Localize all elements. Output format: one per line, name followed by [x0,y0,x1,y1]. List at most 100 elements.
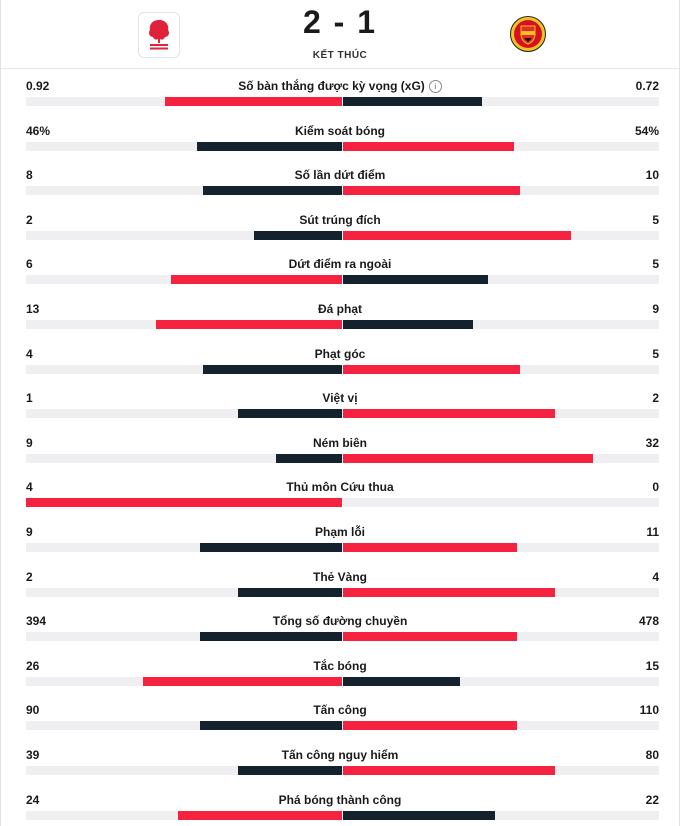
stat-away-bar-track [343,319,659,329]
stat-label-text: Sút trúng đích [299,212,381,227]
stat-label: Thủ môn Cứu thua [1,480,679,494]
stat-label-text: Thẻ Vàng [312,569,367,584]
stat-label-text: Phá bóng thành công [278,792,402,807]
stat-label: Phá bóng thành công [1,793,679,807]
stat-label: Số bàn thắng được kỳ vọng (xG) i [1,79,679,93]
stat-label-text: Phạt góc [314,346,366,361]
home-team-crest[interactable] [138,12,180,58]
stat-away-bar-track [343,230,659,240]
stat-label: Dứt điểm ra ngoài [1,257,679,271]
stat-label-text: Số lần dứt điểm [294,168,386,183]
stat-row: 39 Tấn công nguy hiểm 80 [1,737,679,782]
stat-home-value: 46% [26,123,51,138]
stat-home-bar-track [26,498,342,508]
stat-away-bar [343,632,517,642]
stat-away-bar [343,542,517,552]
stat-row: 46% Kiểm soát bóng 54% [1,113,679,158]
match-status: KẾT THÚC [312,50,368,61]
stat-label-text: Kiểm soát bóng [294,123,385,138]
stat-home-value: 90 [26,703,40,718]
stat-home-bar-track [26,230,342,240]
stat-home-bar [238,587,342,597]
stat-home-value: 1 [26,391,33,406]
stat-home-value: 2 [26,212,33,227]
stat-label-text: Tấn công nguy hiểm [281,747,399,762]
stat-home-bar [200,632,342,642]
stat-home-bar-track [26,765,342,775]
stat-home-value: 8 [26,168,33,183]
stat-away-value: 5 [652,212,659,227]
match-score: 2 - 1 [302,4,378,40]
stat-home-bar-track [26,409,342,419]
manchester-united-crest-icon [510,16,546,52]
stat-label: Tấn công [1,703,679,717]
stat-home-value: 4 [26,480,33,495]
stat-home-bar-track [26,364,342,374]
stat-row: 9 Phạm lỗi 11 [1,514,679,559]
stat-label-text: Ném biên [312,435,367,450]
stat-away-value: 80 [645,747,659,762]
stat-away-value: 54% [634,123,659,138]
stat-home-bar [238,409,342,419]
stat-away-bar-track [343,810,659,820]
stat-label-text: Tấn công [313,703,367,718]
stat-home-bar [143,676,342,686]
stat-away-bar [343,409,555,419]
stat-row: 90 Tấn công 110 [1,692,679,737]
stat-away-bar-track [343,632,659,642]
stat-home-bar [238,765,342,775]
stat-away-value: 110 [639,703,659,718]
stat-home-bar-track [26,587,342,597]
stat-home-bar-track [26,676,342,686]
stat-home-value: 39 [26,747,40,762]
stat-home-value: 2 [26,569,33,584]
nottingham-forest-tree-icon [149,20,169,50]
stat-row: 24 Phá bóng thành công 22 [1,782,679,826]
stat-row: 2 Sút trúng đích 5 [1,202,679,247]
stat-away-bar [343,676,460,686]
stat-away-bar [343,319,473,329]
stat-home-bar [171,275,342,285]
stat-label-text: Phạm lỗi [314,524,365,539]
stat-label-text: Dứt điểm ra ngoài [288,257,392,272]
stat-home-bar-track [26,453,342,463]
stat-home-value: 6 [26,257,33,272]
stat-row: 9 Ném biên 32 [1,425,679,470]
stat-away-bar-track [343,364,659,374]
stat-away-bar [343,810,495,820]
stat-home-bar-track [26,319,342,329]
stat-away-bar [343,186,520,196]
stat-label-text: Số bàn thắng được kỳ vọng (xG) [238,79,425,93]
stat-away-bar [343,765,555,775]
stat-label-text: Thủ môn Cứu thua [286,480,394,495]
stat-away-bar [343,721,517,731]
stat-row: 4 Thủ môn Cứu thua 0 [1,469,679,514]
stat-label-text: Tổng số đường chuyền [272,614,408,629]
stat-home-bar [178,810,342,820]
stat-away-value: 15 [645,658,659,673]
stat-away-value: 0 [652,480,659,495]
stat-away-bar-track [343,97,659,106]
stat-row: 0.92 Số bàn thắng được kỳ vọng (xG) i 0.72 [1,68,679,113]
away-team-crest[interactable] [506,12,550,56]
stat-home-value: 24 [26,792,40,807]
stat-away-value: 5 [652,346,659,361]
stat-away-value: 4 [652,569,659,584]
stat-home-value: 26 [26,658,40,673]
stat-home-bar [254,230,342,240]
stat-away-value: 0.72 [635,79,659,93]
stat-away-bar-track [343,765,659,775]
stat-home-value: 394 [26,614,47,629]
stat-label: Tổng số đường chuyền [1,614,679,628]
info-icon[interactable]: i [428,80,442,93]
stat-away-value: 9 [652,301,659,316]
stat-row: 394 Tổng số đường chuyền 478 [1,603,679,648]
stat-away-bar [343,453,593,463]
stat-away-value: 10 [645,168,659,183]
stat-away-bar-track [343,542,659,552]
stat-home-bar-track [26,721,342,731]
stat-away-value: 32 [645,435,659,450]
stat-label: Số lần dứt điểm [1,168,679,182]
stat-away-bar-track [343,676,659,686]
stat-away-bar-track [343,275,659,285]
